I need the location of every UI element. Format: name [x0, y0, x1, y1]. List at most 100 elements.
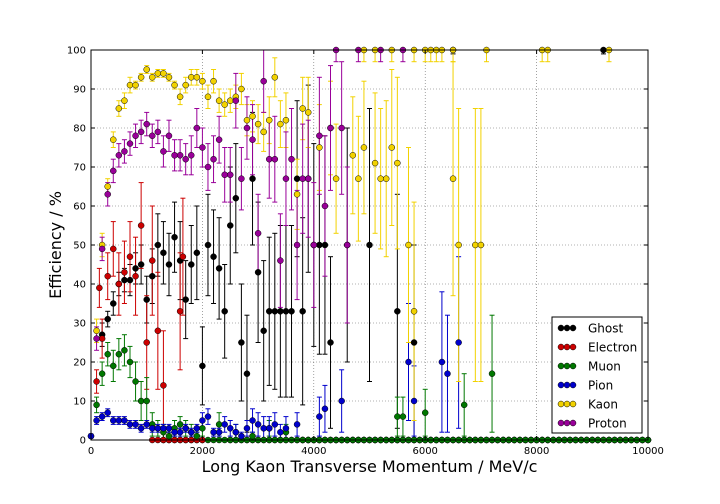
- pion-point: [254, 421, 262, 428]
- pion-point: [227, 425, 234, 432]
- ghost-point: [204, 241, 212, 249]
- muon-point: [421, 409, 429, 416]
- y-axis-title: Efficiency / %: [46, 191, 65, 299]
- pion-point: [243, 425, 251, 432]
- legend-marker: [569, 343, 577, 351]
- kaon-point: [316, 144, 323, 151]
- kaon-point: [355, 175, 362, 182]
- kaon-point: [382, 175, 390, 182]
- ghost-point: [182, 296, 189, 303]
- ghost-point: [366, 241, 373, 249]
- ghost-point: [316, 241, 323, 249]
- ghost-point: [154, 241, 162, 249]
- pion-point: [143, 421, 150, 428]
- ghost-point: [271, 308, 279, 315]
- legend-label-ghost: Ghost: [588, 322, 623, 336]
- ghost-point: [165, 261, 173, 268]
- electron-point: [132, 272, 139, 280]
- pion-point: [260, 425, 267, 432]
- kaon-point: [282, 116, 290, 124]
- pion-point: [188, 428, 195, 436]
- pion-point: [444, 370, 451, 377]
- pion-point: [277, 428, 284, 436]
- proton-point: [132, 132, 139, 140]
- muon-point: [215, 421, 223, 428]
- kaon-point: [449, 175, 457, 182]
- muon-point: [126, 358, 134, 366]
- electron-point: [115, 280, 123, 288]
- kaon-point: [472, 241, 479, 249]
- proton-point: [160, 148, 167, 155]
- pion-point: [93, 417, 100, 424]
- proton-point: [165, 132, 173, 140]
- kaon-point: [360, 144, 368, 151]
- muon-point: [132, 378, 139, 385]
- ghost-point: [254, 269, 262, 276]
- kaon-point: [121, 97, 128, 104]
- pion-point: [121, 417, 128, 424]
- pion-point: [338, 397, 345, 405]
- proton-point: [176, 152, 184, 159]
- proton-point: [199, 144, 206, 151]
- ghost-point: [137, 261, 145, 268]
- ghost-point: [277, 308, 284, 315]
- kaon-point: [455, 241, 462, 249]
- kaon-point: [221, 101, 228, 108]
- electron-point: [110, 245, 117, 253]
- ghost-point: [410, 339, 418, 346]
- pion-point: [282, 425, 290, 432]
- muon-point: [110, 362, 117, 370]
- kaon-point: [93, 327, 100, 335]
- ghost-point: [260, 327, 267, 335]
- proton-point: [143, 120, 150, 128]
- muon-point: [98, 370, 106, 377]
- pion-point: [160, 425, 167, 432]
- kaon-point: [260, 128, 267, 136]
- ghost-point: [293, 175, 301, 182]
- proton-point: [304, 175, 312, 182]
- proton-point: [243, 124, 251, 132]
- kaon-point: [143, 66, 150, 73]
- pion-point: [405, 358, 412, 366]
- pion-point: [321, 405, 329, 413]
- muon-point: [115, 350, 123, 358]
- legend-label-pion: Pion: [588, 379, 613, 393]
- pion-point: [316, 413, 323, 420]
- proton-point: [338, 124, 345, 132]
- x-tick-label: 4000: [301, 446, 326, 457]
- y-tick-label: 30: [73, 319, 86, 330]
- kaon-point: [204, 93, 212, 101]
- kaon-point: [238, 85, 245, 93]
- electron-point: [143, 339, 150, 346]
- proton-point: [254, 230, 262, 237]
- pion-point: [182, 425, 189, 432]
- pion-point: [154, 425, 162, 432]
- ghost-point: [282, 308, 290, 315]
- pion-point: [215, 428, 223, 436]
- kaon-point: [149, 74, 156, 81]
- electron-point: [137, 222, 145, 229]
- muon-point: [394, 413, 401, 420]
- kaon-point: [104, 183, 111, 190]
- ghost-point: [249, 175, 256, 182]
- proton-point: [227, 171, 234, 179]
- pion-point: [115, 417, 123, 424]
- kaon-point: [171, 81, 178, 89]
- electron-point: [121, 269, 128, 276]
- proton-point: [93, 335, 100, 342]
- kaon-point: [193, 74, 201, 81]
- kaon-point: [388, 144, 396, 151]
- pion-point: [176, 428, 184, 436]
- electron-point: [93, 378, 100, 385]
- muon-point: [121, 347, 128, 354]
- kaon-point: [332, 175, 340, 182]
- legend-label-proton: Proton: [588, 417, 627, 431]
- kaon-point: [176, 93, 184, 101]
- kaon-point: [137, 74, 145, 81]
- ghost-point: [215, 265, 223, 272]
- proton-point: [149, 132, 156, 140]
- proton-point: [115, 152, 123, 159]
- proton-point: [137, 128, 145, 136]
- proton-point: [104, 191, 111, 198]
- proton-point: [188, 152, 195, 159]
